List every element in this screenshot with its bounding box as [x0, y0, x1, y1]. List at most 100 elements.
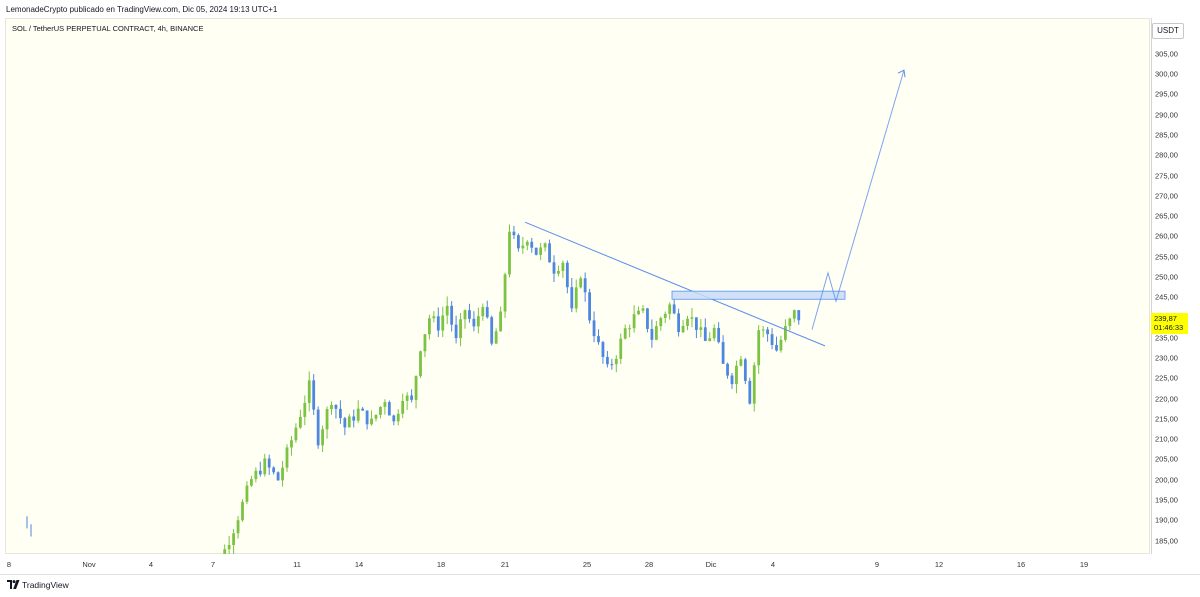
- candle-body: [797, 310, 801, 321]
- candle-body: [330, 404, 333, 410]
- candle-body: [641, 308, 645, 311]
- candle-body: [250, 479, 253, 486]
- footer: [0, 574, 1200, 597]
- candle-body: [428, 318, 431, 335]
- y-tick-label: 260,00: [1155, 231, 1178, 241]
- candle-body: [303, 402, 307, 417]
- candle-body: [236, 520, 240, 534]
- candle-body: [672, 304, 676, 314]
- resistance-zone: [671, 290, 846, 300]
- candle-body: [290, 440, 293, 448]
- candle-body: [356, 408, 360, 421]
- candle-body: [436, 316, 440, 331]
- candle-body: [423, 334, 427, 352]
- candle-body: [499, 311, 502, 332]
- candle-body: [632, 314, 636, 329]
- last-price-tag: [1151, 313, 1188, 334]
- candle-body: [619, 338, 623, 359]
- candle-body: [650, 328, 654, 340]
- candle-body: [690, 317, 694, 319]
- y-tick-label: 225,00: [1155, 373, 1178, 383]
- y-tick-label: 300,00: [1155, 69, 1178, 79]
- candle-body: [557, 270, 560, 274]
- candle-body: [717, 327, 721, 343]
- candle-body: [752, 365, 756, 404]
- candle-body: [307, 380, 311, 403]
- candle-body: [592, 320, 596, 337]
- x-tick-label: 25: [582, 560, 592, 569]
- candles: [196, 224, 801, 596]
- candle-body: [646, 308, 649, 329]
- y-tick-label: 255,00: [1155, 252, 1178, 262]
- y-tick-label: 275,00: [1155, 171, 1178, 181]
- time-axis[interactable]: [0, 554, 1150, 574]
- y-tick-label: 250,00: [1155, 272, 1178, 282]
- candle-body: [441, 315, 445, 331]
- candle-body: [539, 247, 543, 255]
- candle-body: [227, 545, 231, 550]
- candle-body: [321, 429, 324, 446]
- candle-body: [454, 324, 458, 339]
- candle-body: [565, 262, 569, 288]
- candle-body: [276, 472, 280, 481]
- candle-body: [606, 356, 609, 365]
- candle-body: [610, 364, 614, 366]
- candle-body: [525, 241, 529, 246]
- currency-selector[interactable]: USDT: [1152, 23, 1184, 39]
- x-tick-label: Dic: [705, 560, 717, 569]
- y-tick-label: 290,00: [1155, 110, 1178, 120]
- candle-body: [779, 339, 783, 351]
- candle-body: [419, 351, 422, 377]
- candle-body: [784, 326, 787, 340]
- price-axis[interactable]: [1151, 18, 1195, 554]
- y-tick-label: 295,00: [1155, 89, 1178, 99]
- x-tick-label: 16: [1016, 560, 1026, 569]
- candle-body: [517, 235, 520, 249]
- candle-body: [521, 245, 525, 249]
- candle-body: [552, 262, 556, 274]
- candle-body: [735, 365, 738, 385]
- last-price: 239,87: [1154, 314, 1177, 323]
- candle-body: [494, 331, 498, 344]
- candle-body: [352, 416, 356, 421]
- candle-body: [285, 447, 289, 468]
- x-tick-label: 12: [934, 560, 944, 569]
- candle-body: [654, 326, 658, 340]
- candle-body: [548, 243, 551, 263]
- candle-body: [570, 287, 574, 309]
- trendline: [524, 221, 826, 347]
- candle-body: [588, 292, 591, 321]
- candle-body: [445, 305, 449, 316]
- candle-body: [677, 313, 680, 333]
- top-bar: LemonadeCrypto publicado en TradingView.…: [0, 0, 1200, 20]
- x-tick-label: 4: [148, 560, 154, 569]
- candle-body: [405, 395, 409, 401]
- candle-body: [530, 241, 534, 248]
- candle-body: [708, 338, 712, 341]
- y-tick-label: 270,00: [1155, 191, 1178, 201]
- x-tick-label: 21: [500, 560, 510, 569]
- x-tick-label: 18: [436, 560, 446, 569]
- candle-body: [339, 408, 342, 419]
- candle-body: [468, 310, 471, 319]
- candle-body: [383, 402, 387, 407]
- y-tick-label: 265,00: [1155, 211, 1178, 221]
- symbol-title: SOL / TetherUS PERPETUAL CONTRACT, 4h, B…: [12, 24, 204, 33]
- candle-body: [267, 458, 271, 468]
- candle-body: [534, 247, 538, 255]
- candle-body: [379, 406, 382, 415]
- candle-body: [347, 416, 351, 428]
- candle-body: [757, 330, 761, 366]
- candle-body: [574, 287, 578, 309]
- candle-body: [503, 274, 507, 312]
- candle-body: [370, 418, 373, 425]
- candle-body: [232, 533, 235, 546]
- candle-body: [601, 342, 605, 357]
- x-tick-label: 4: [770, 560, 776, 569]
- candle-body: [459, 319, 462, 339]
- candle-body: [775, 345, 778, 351]
- candle-body: [743, 359, 747, 381]
- candle-body: [361, 408, 365, 411]
- candle-body: [788, 318, 792, 327]
- chart-area[interactable]: [5, 18, 1150, 554]
